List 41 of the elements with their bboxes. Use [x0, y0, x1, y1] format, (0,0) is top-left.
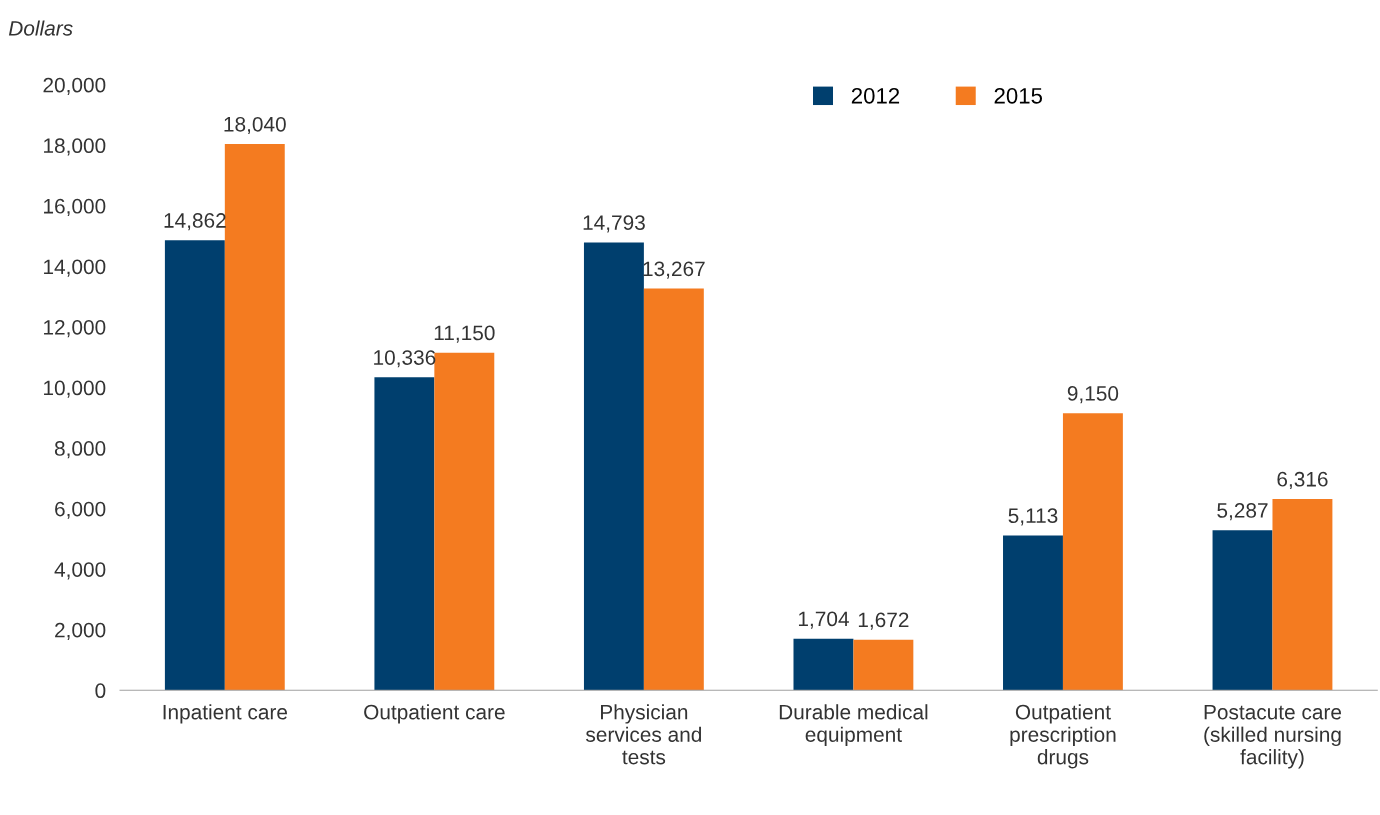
- y-axis-title: Dollars: [8, 20, 73, 36]
- bar: [643, 288, 704, 691]
- bar: [164, 240, 225, 691]
- data-label: 1,672: [858, 612, 909, 630]
- x-tick-label: Physician services and tests: [585, 704, 702, 765]
- bar: [224, 144, 285, 691]
- data-label: 6,316: [1277, 471, 1328, 490]
- data-label: 9,150: [1067, 386, 1119, 404]
- data-label: 1,704: [798, 611, 849, 629]
- y-tick-label: 10,000: [44, 380, 106, 398]
- legend-label: 2015: [994, 87, 1043, 104]
- y-tick-label: 6,000: [55, 501, 106, 519]
- y-tick-label: 4,000: [54, 562, 106, 580]
- x-tick-label: Outpatient care: [364, 704, 505, 724]
- y-tick-label: 14,000: [44, 259, 106, 277]
- x-tick-label: Postacute care (skilled nursing facility): [1204, 704, 1342, 769]
- data-label: 18,040: [224, 116, 286, 135]
- bar: [374, 377, 435, 691]
- x-tick-label: Outpatient prescription drugs: [1010, 704, 1116, 769]
- legend-label: 2012: [851, 87, 900, 104]
- bar: [1062, 413, 1123, 691]
- y-tick-label: 20,000: [43, 77, 106, 95]
- bar: [1003, 535, 1063, 691]
- y-tick-label: 2,000: [55, 622, 106, 640]
- y-tick-label: 8,000: [54, 441, 106, 459]
- bar: [583, 242, 644, 691]
- y-tick-label: 0: [95, 683, 106, 699]
- bar: [1212, 530, 1273, 691]
- y-tick-label: 12,000: [44, 319, 106, 338]
- data-label: 5,287: [1217, 503, 1268, 521]
- bar: [853, 639, 914, 691]
- data-label: 5,113: [1008, 508, 1058, 526]
- bar: [793, 638, 854, 691]
- x-tick-label: Durable medical equipment: [779, 704, 928, 747]
- y-tick-label: 16,000: [44, 198, 106, 217]
- data-label: 11,150: [434, 325, 495, 343]
- y-tick-label: 18,000: [44, 138, 106, 156]
- x-tick-label: Inpatient care: [163, 704, 288, 724]
- bar: [434, 352, 495, 691]
- bar: [1272, 499, 1333, 691]
- data-label: 14,793: [583, 215, 645, 233]
